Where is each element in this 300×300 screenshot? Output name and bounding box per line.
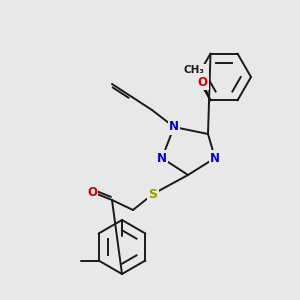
Text: O: O	[87, 185, 97, 199]
Text: N: N	[169, 121, 179, 134]
Text: N: N	[157, 152, 167, 164]
Text: N: N	[210, 152, 220, 164]
Text: O: O	[197, 76, 208, 89]
Text: S: S	[148, 188, 158, 200]
Text: CH₃: CH₃	[184, 65, 205, 75]
